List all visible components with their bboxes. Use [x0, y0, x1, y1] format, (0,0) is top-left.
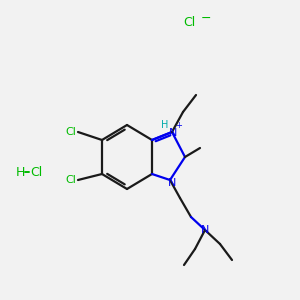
- Text: Cl: Cl: [65, 175, 76, 185]
- Text: Cl: Cl: [30, 166, 42, 178]
- Text: +: +: [176, 122, 182, 130]
- Text: N: N: [201, 225, 209, 235]
- Text: Cl: Cl: [183, 16, 195, 28]
- Text: H: H: [16, 166, 26, 178]
- Text: N: N: [169, 128, 177, 138]
- Text: Cl: Cl: [65, 127, 76, 137]
- Text: H: H: [161, 120, 169, 130]
- Text: N: N: [168, 178, 176, 188]
- Text: −: −: [201, 11, 211, 25]
